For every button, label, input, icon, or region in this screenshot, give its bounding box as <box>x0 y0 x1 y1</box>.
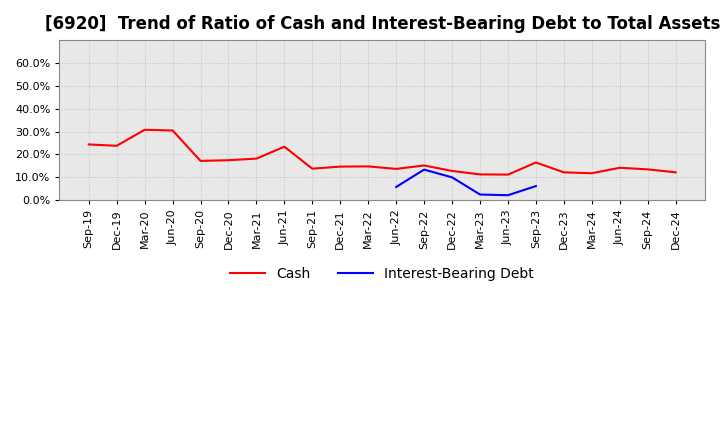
Interest-Bearing Debt <box>448 175 456 180</box>
Interest-Bearing Debt <box>504 193 513 198</box>
Cash <box>308 166 317 171</box>
Cash <box>644 167 652 172</box>
Cash <box>84 142 93 147</box>
Cash <box>476 172 485 177</box>
Cash <box>364 164 372 169</box>
Cash <box>197 158 205 164</box>
Cash <box>616 165 624 170</box>
Cash <box>280 144 289 149</box>
Interest-Bearing Debt <box>420 167 428 172</box>
Cash <box>252 156 261 161</box>
Cash <box>420 163 428 168</box>
Line: Interest-Bearing Debt: Interest-Bearing Debt <box>396 169 536 195</box>
Cash <box>559 170 568 175</box>
Legend: Cash, Interest-Bearing Debt: Cash, Interest-Bearing Debt <box>225 261 539 286</box>
Cash <box>112 143 121 148</box>
Cash <box>531 160 540 165</box>
Cash <box>588 171 596 176</box>
Interest-Bearing Debt <box>392 184 400 190</box>
Cash <box>168 128 177 133</box>
Interest-Bearing Debt <box>531 183 540 189</box>
Cash <box>392 166 400 172</box>
Line: Cash: Cash <box>89 130 675 175</box>
Cash <box>224 158 233 163</box>
Interest-Bearing Debt <box>476 192 485 197</box>
Cash <box>671 170 680 175</box>
Cash <box>140 127 149 132</box>
Cash <box>336 164 345 169</box>
Cash <box>504 172 513 177</box>
Cash <box>448 169 456 174</box>
Title: [6920]  Trend of Ratio of Cash and Interest-Bearing Debt to Total Assets: [6920] Trend of Ratio of Cash and Intere… <box>45 15 720 33</box>
